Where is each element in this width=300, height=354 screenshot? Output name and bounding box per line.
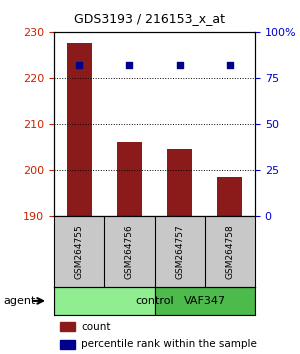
Text: GSM264755: GSM264755 <box>75 224 84 279</box>
Point <box>227 62 232 68</box>
Point <box>77 62 82 68</box>
Bar <box>154 287 255 315</box>
Point <box>177 62 182 68</box>
Text: GDS3193 / 216153_x_at: GDS3193 / 216153_x_at <box>74 12 226 25</box>
Bar <box>67 44 92 216</box>
Text: agent: agent <box>3 296 35 306</box>
Text: GSM264758: GSM264758 <box>225 224 234 279</box>
Bar <box>54 287 154 315</box>
Bar <box>167 149 192 216</box>
Text: control: control <box>135 296 174 306</box>
Bar <box>60 322 75 331</box>
Text: percentile rank within the sample: percentile rank within the sample <box>81 339 257 349</box>
Text: count: count <box>81 322 110 332</box>
Bar <box>60 340 75 349</box>
Bar <box>217 177 242 216</box>
Text: GSM264757: GSM264757 <box>175 224 184 279</box>
Text: GSM264756: GSM264756 <box>125 224 134 279</box>
Point <box>127 62 132 68</box>
Text: VAF347: VAF347 <box>184 296 226 306</box>
Bar <box>117 142 142 216</box>
